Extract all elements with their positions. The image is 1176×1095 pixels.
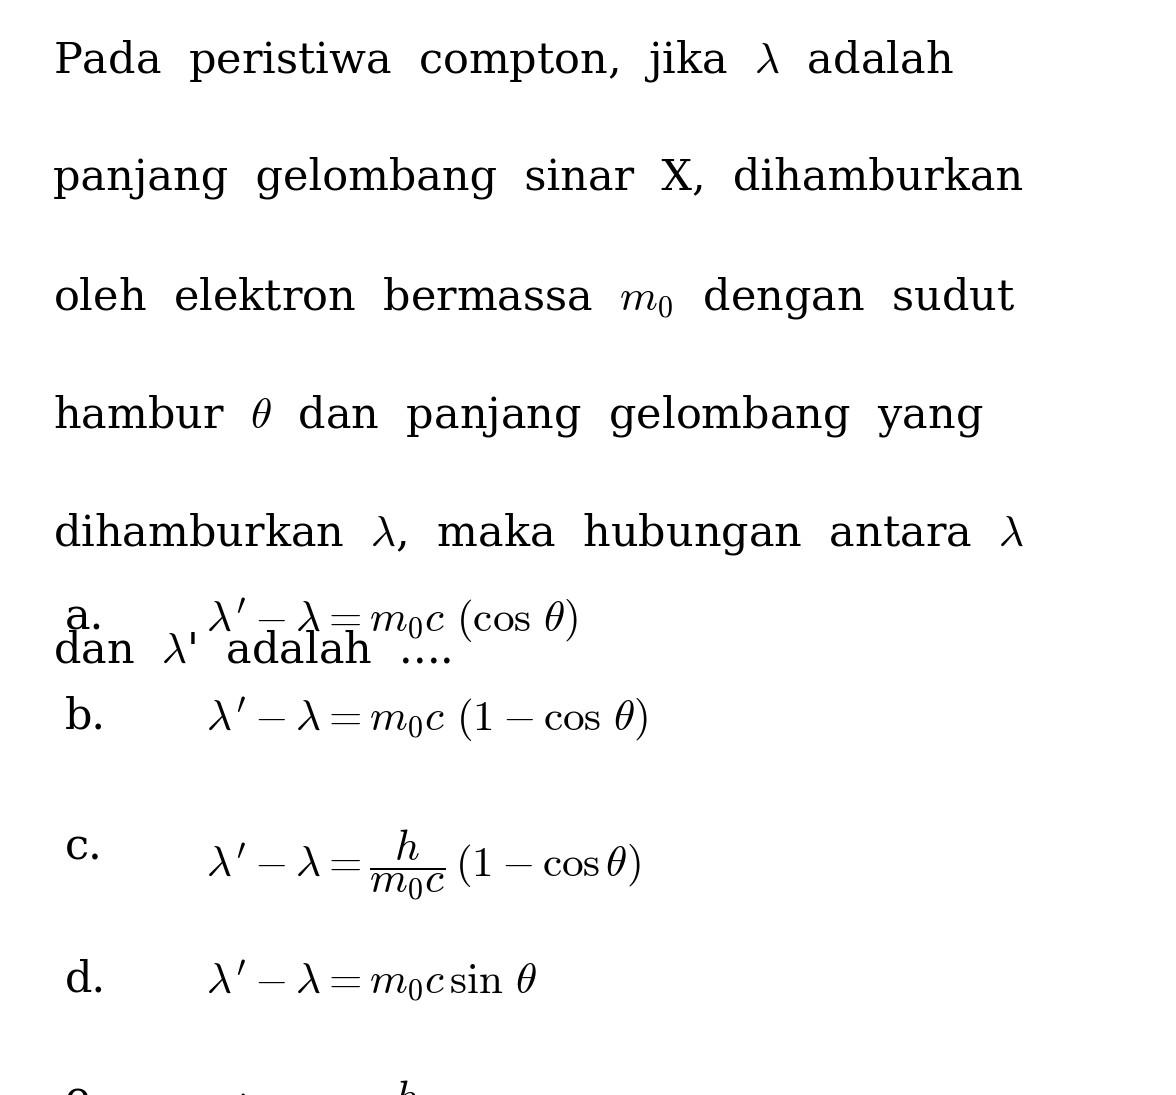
Text: a.: a.	[65, 597, 103, 638]
Text: b.: b.	[65, 695, 106, 737]
Text: dihamburkan  $\lambda$,  maka  hubungan  antara  $\lambda$: dihamburkan $\lambda$, maka hubungan ant…	[53, 511, 1024, 557]
Text: oleh  elektron  bermassa  $m_0$  dengan  sudut: oleh elektron bermassa $m_0$ dengan sudu…	[53, 275, 1015, 321]
Text: hambur  $\theta$  dan  panjang  gelombang  yang: hambur $\theta$ dan panjang gelombang ya…	[53, 393, 983, 439]
Text: Pada  peristiwa  compton,  jika  $\lambda$  adalah: Pada peristiwa compton, jika $\lambda$ a…	[53, 38, 954, 84]
Text: panjang  gelombang  sinar  X,  dihamburkan: panjang gelombang sinar X, dihamburkan	[53, 157, 1023, 199]
Text: d.: d.	[65, 958, 106, 1000]
Text: $\lambda' - \lambda = m_0 c\ (1 - \cos\,\theta)$: $\lambda' - \lambda = m_0 c\ (1 - \cos\,…	[206, 695, 648, 744]
Text: $\lambda' - \lambda = m_0 c\,\sin\,\theta$: $\lambda' - \lambda = m_0 c\,\sin\,\thet…	[206, 958, 536, 1004]
Text: dan  $\lambda$'  adalah  ....: dan $\lambda$' adalah ....	[53, 630, 452, 671]
Text: e.: e.	[65, 1079, 103, 1095]
Text: $\lambda' - \lambda = m_0 c\ (\cos\,\theta)$: $\lambda' - \lambda = m_0 c\ (\cos\,\the…	[206, 597, 577, 645]
Text: $\lambda' - \lambda = \dfrac{h}{m_0 c}\,(1 - \cos\theta)$: $\lambda' - \lambda = \dfrac{h}{m_0 c}\,…	[206, 827, 641, 902]
Text: $\lambda' - \lambda = \dfrac{h}{m_0 c}\,(\sin\theta)$: $\lambda' - \lambda = \dfrac{h}{m_0 c}\,…	[206, 1079, 566, 1095]
Text: c.: c.	[65, 827, 102, 868]
